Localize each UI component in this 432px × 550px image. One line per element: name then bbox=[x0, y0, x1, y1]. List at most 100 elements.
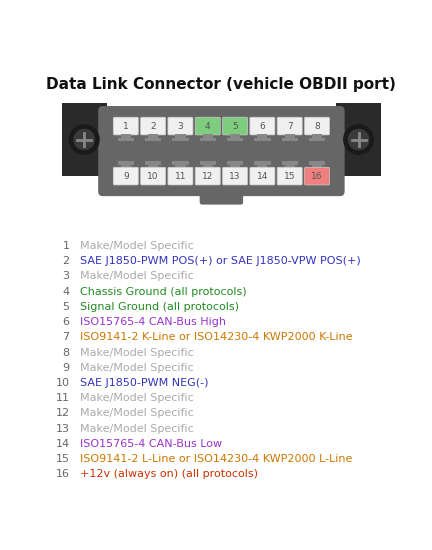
Bar bbox=[336, 103, 381, 176]
Bar bbox=[118, 138, 134, 141]
FancyBboxPatch shape bbox=[113, 167, 138, 185]
Bar bbox=[172, 162, 189, 166]
FancyBboxPatch shape bbox=[305, 167, 330, 185]
Bar bbox=[172, 138, 189, 141]
Text: 10: 10 bbox=[55, 378, 70, 388]
Bar bbox=[118, 162, 134, 166]
FancyBboxPatch shape bbox=[168, 117, 193, 135]
Text: SAE J1850-PWM POS(+) or SAE J1850-VPW POS(+): SAE J1850-PWM POS(+) or SAE J1850-VPW PO… bbox=[80, 256, 361, 266]
Text: Signal Ground (all protocols): Signal Ground (all protocols) bbox=[80, 302, 239, 312]
Text: 3: 3 bbox=[63, 271, 70, 281]
Text: 13: 13 bbox=[55, 424, 70, 434]
Text: +12v (always on) (all protocols): +12v (always on) (all protocols) bbox=[80, 470, 258, 480]
Text: Make/Model Specific: Make/Model Specific bbox=[80, 393, 194, 403]
Text: 10: 10 bbox=[147, 172, 159, 180]
Bar bbox=[257, 134, 267, 141]
FancyBboxPatch shape bbox=[113, 117, 138, 135]
Text: 2: 2 bbox=[150, 122, 156, 130]
Text: 12: 12 bbox=[202, 172, 213, 180]
Bar bbox=[121, 162, 131, 168]
Bar bbox=[285, 162, 295, 168]
Bar bbox=[121, 134, 131, 141]
Text: 7: 7 bbox=[287, 122, 292, 130]
Bar bbox=[257, 162, 267, 168]
FancyBboxPatch shape bbox=[140, 167, 165, 185]
Text: 16: 16 bbox=[311, 172, 323, 180]
Text: 8: 8 bbox=[62, 348, 70, 358]
FancyBboxPatch shape bbox=[200, 186, 243, 205]
Text: 13: 13 bbox=[229, 172, 241, 180]
FancyBboxPatch shape bbox=[305, 117, 330, 135]
Text: ISO9141-2 L-Line or ISO14230-4 KWP2000 L-Line: ISO9141-2 L-Line or ISO14230-4 KWP2000 L… bbox=[80, 454, 353, 464]
Text: 6: 6 bbox=[63, 317, 70, 327]
FancyBboxPatch shape bbox=[195, 117, 220, 135]
Text: 11: 11 bbox=[55, 393, 70, 403]
Bar bbox=[148, 162, 158, 168]
Text: 5: 5 bbox=[232, 122, 238, 130]
Text: 5: 5 bbox=[63, 302, 70, 312]
Text: 8: 8 bbox=[314, 122, 320, 130]
Text: SAE J1850-PWM NEG(-): SAE J1850-PWM NEG(-) bbox=[80, 378, 209, 388]
FancyBboxPatch shape bbox=[277, 167, 302, 185]
Bar bbox=[227, 162, 243, 166]
Text: 7: 7 bbox=[62, 332, 70, 342]
FancyBboxPatch shape bbox=[140, 117, 165, 135]
Text: 4: 4 bbox=[205, 122, 210, 130]
Bar bbox=[175, 134, 185, 141]
Bar bbox=[227, 138, 243, 141]
Bar bbox=[254, 162, 270, 166]
Circle shape bbox=[348, 129, 369, 150]
Text: 16: 16 bbox=[55, 470, 70, 480]
FancyBboxPatch shape bbox=[277, 117, 302, 135]
Text: Make/Model Specific: Make/Model Specific bbox=[80, 241, 194, 251]
Text: 1: 1 bbox=[63, 241, 70, 251]
Text: 4: 4 bbox=[62, 287, 70, 296]
Bar bbox=[282, 162, 298, 166]
Text: 9: 9 bbox=[62, 363, 70, 373]
Text: 2: 2 bbox=[62, 256, 70, 266]
Bar bbox=[148, 134, 158, 141]
FancyBboxPatch shape bbox=[250, 117, 275, 135]
Text: Make/Model Specific: Make/Model Specific bbox=[80, 348, 194, 358]
FancyBboxPatch shape bbox=[195, 167, 220, 185]
Bar bbox=[203, 134, 213, 141]
Bar bbox=[203, 162, 213, 168]
Text: 15: 15 bbox=[55, 454, 70, 464]
FancyBboxPatch shape bbox=[222, 117, 248, 135]
Bar bbox=[309, 162, 325, 166]
Text: ISO15765-4 CAN-Bus Low: ISO15765-4 CAN-Bus Low bbox=[80, 439, 222, 449]
Bar bbox=[230, 134, 240, 141]
Text: 14: 14 bbox=[55, 439, 70, 449]
Bar bbox=[254, 138, 270, 141]
Text: ISO15765-4 CAN-Bus High: ISO15765-4 CAN-Bus High bbox=[80, 317, 226, 327]
Text: Make/Model Specific: Make/Model Specific bbox=[80, 424, 194, 434]
Text: Make/Model Specific: Make/Model Specific bbox=[80, 409, 194, 419]
Text: 14: 14 bbox=[257, 172, 268, 180]
Text: Chassis Ground (all protocols): Chassis Ground (all protocols) bbox=[80, 287, 247, 296]
Bar bbox=[282, 138, 298, 141]
Text: Make/Model Specific: Make/Model Specific bbox=[80, 271, 194, 281]
Bar bbox=[312, 134, 322, 141]
Text: 12: 12 bbox=[55, 409, 70, 419]
Text: Data Link Connector (vehicle OBDII port): Data Link Connector (vehicle OBDII port) bbox=[47, 77, 396, 92]
Bar bbox=[312, 162, 322, 168]
Bar bbox=[200, 138, 216, 141]
Circle shape bbox=[73, 129, 95, 150]
Bar bbox=[62, 103, 107, 176]
Text: 11: 11 bbox=[175, 172, 186, 180]
Bar bbox=[285, 134, 295, 141]
Text: 6: 6 bbox=[260, 122, 265, 130]
Bar bbox=[145, 138, 161, 141]
Bar bbox=[309, 138, 325, 141]
Text: ISO9141-2 K-Line or ISO14230-4 KWP2000 K-Line: ISO9141-2 K-Line or ISO14230-4 KWP2000 K… bbox=[80, 332, 353, 342]
FancyBboxPatch shape bbox=[98, 106, 345, 196]
FancyBboxPatch shape bbox=[250, 167, 275, 185]
Bar bbox=[200, 162, 216, 166]
Text: 9: 9 bbox=[123, 172, 129, 180]
Circle shape bbox=[343, 124, 374, 155]
Text: 1: 1 bbox=[123, 122, 129, 130]
FancyBboxPatch shape bbox=[168, 167, 193, 185]
Text: Make/Model Specific: Make/Model Specific bbox=[80, 363, 194, 373]
Bar bbox=[175, 162, 185, 168]
FancyBboxPatch shape bbox=[222, 167, 248, 185]
